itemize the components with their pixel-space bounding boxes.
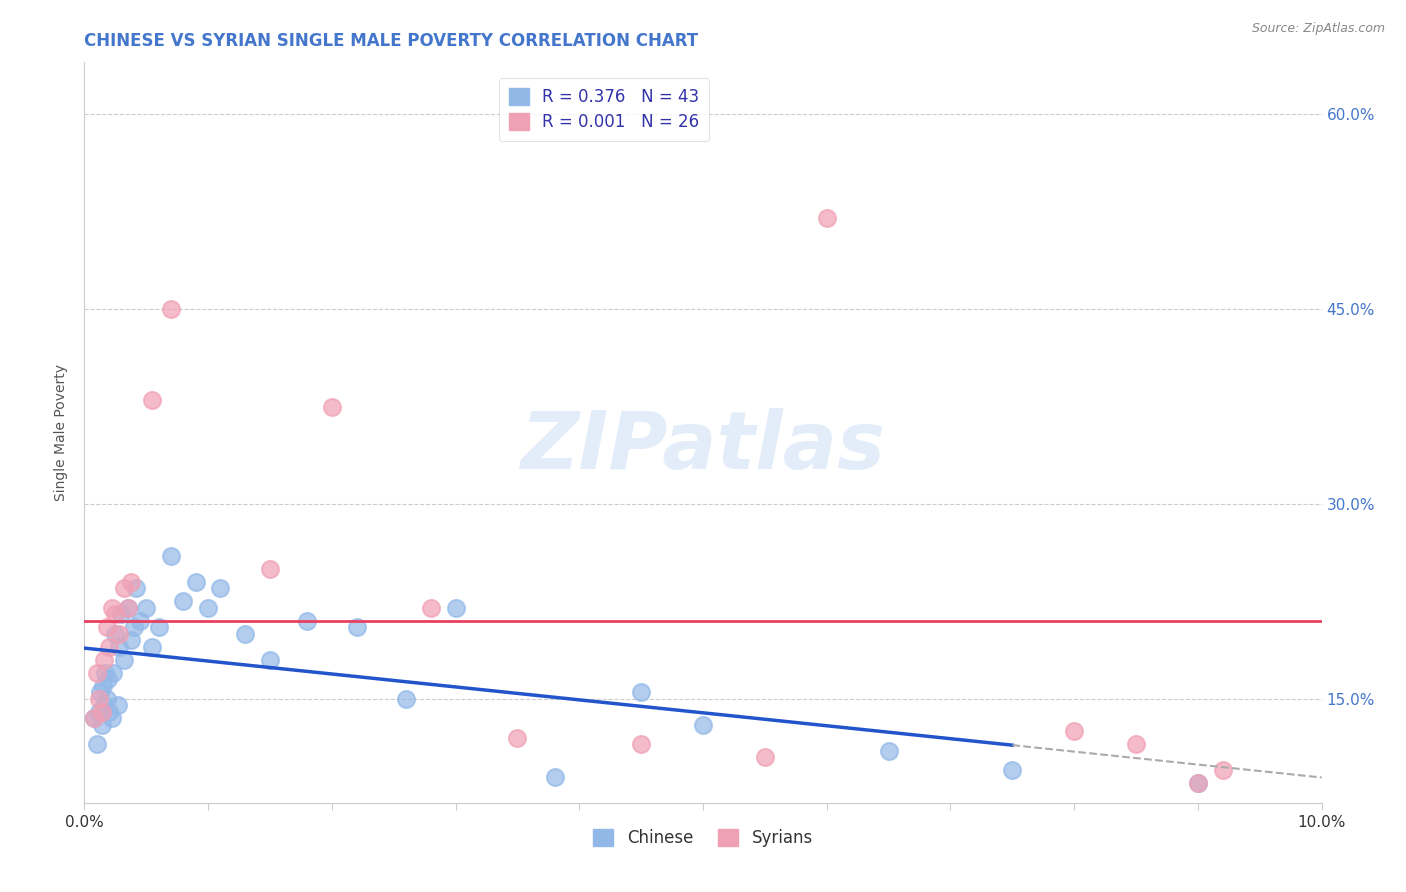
Point [86, 665, 108, 680]
Point [172, 594, 194, 608]
Point [117, 601, 139, 615]
Y-axis label: Single Male Poverty: Single Male Poverty [55, 364, 69, 501]
Point [184, 574, 207, 589]
Point [630, 685, 652, 699]
Point [125, 582, 148, 596]
Legend: Chinese, Syrians: Chinese, Syrians [586, 822, 820, 854]
Point [120, 574, 142, 589]
Point [94, 665, 117, 680]
Point [98, 640, 121, 654]
Point [122, 620, 145, 634]
Point [160, 549, 183, 563]
Point [117, 601, 139, 615]
Point [104, 607, 127, 622]
Point [129, 614, 152, 628]
Point [83, 711, 105, 725]
Point [135, 601, 157, 615]
Point [90, 718, 112, 732]
Point [104, 627, 127, 641]
Text: CHINESE VS SYRIAN SINGLE MALE POVERTY CORRELATION CHART: CHINESE VS SYRIAN SINGLE MALE POVERTY CO… [84, 32, 699, 50]
Point [107, 698, 129, 713]
Point [112, 653, 135, 667]
Point [141, 640, 163, 654]
Point [1187, 776, 1209, 790]
Point [1212, 764, 1234, 778]
Point [97, 673, 120, 687]
Point [259, 653, 281, 667]
Point [197, 601, 219, 615]
Point [100, 711, 122, 725]
Point [346, 620, 368, 634]
Point [90, 705, 112, 719]
Point [108, 640, 131, 654]
Point [91, 679, 114, 693]
Point [141, 393, 163, 408]
Point [89, 685, 111, 699]
Point [86, 737, 108, 751]
Point [444, 601, 467, 615]
Point [419, 601, 441, 615]
Point [1001, 764, 1024, 778]
Point [96, 620, 118, 634]
Point [321, 400, 343, 414]
Point [1187, 776, 1209, 790]
Point [630, 737, 652, 751]
Point [120, 633, 142, 648]
Point [148, 620, 170, 634]
Point [93, 698, 115, 713]
Point [543, 770, 565, 784]
Point [83, 711, 105, 725]
Point [233, 627, 256, 641]
Point [89, 705, 111, 719]
Point [108, 627, 131, 641]
Point [395, 692, 418, 706]
Point [815, 211, 838, 226]
Point [110, 607, 132, 622]
Point [112, 582, 135, 596]
Point [754, 750, 776, 764]
Point [1125, 737, 1147, 751]
Point [96, 692, 118, 706]
Point [100, 601, 122, 615]
Text: Source: ZipAtlas.com: Source: ZipAtlas.com [1251, 22, 1385, 36]
Point [692, 718, 714, 732]
Point [160, 302, 183, 317]
Point [209, 582, 232, 596]
Point [101, 665, 124, 680]
Point [295, 614, 318, 628]
Point [259, 562, 281, 576]
Point [98, 705, 121, 719]
Point [1063, 724, 1085, 739]
Point [877, 744, 900, 758]
Point [89, 692, 111, 706]
Text: ZIPatlas: ZIPatlas [520, 409, 886, 486]
Point [506, 731, 529, 745]
Point [93, 653, 115, 667]
